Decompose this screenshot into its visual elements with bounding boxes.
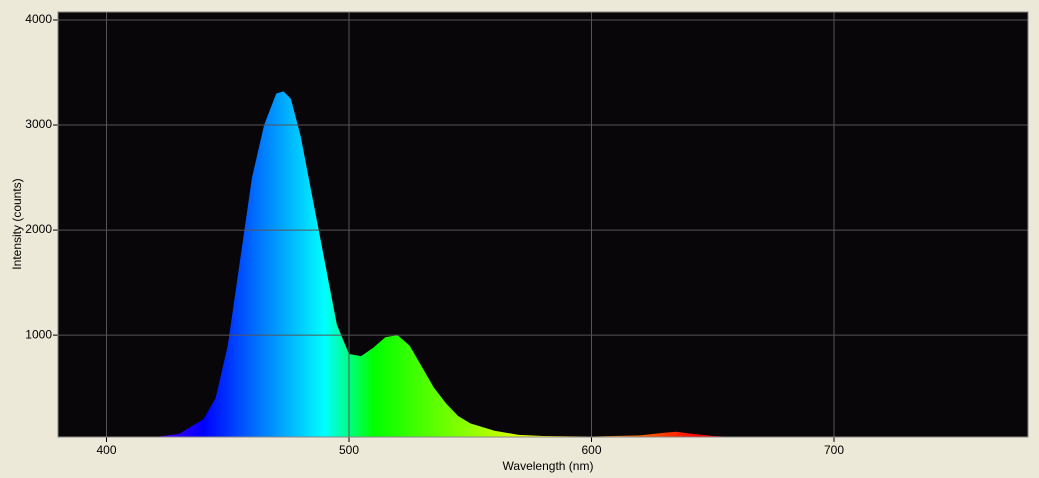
plot-area [58,12,1028,437]
y-tick-label: 1000 [25,327,52,341]
x-tick-label: 600 [581,443,601,457]
y-tick-label: 2000 [25,222,52,236]
x-tick-label: 700 [824,443,844,457]
y-tick-label: 3000 [25,117,52,131]
x-tick-label: 400 [96,443,116,457]
spectrum-area [155,91,834,437]
x-tick-label: 500 [339,443,359,457]
plot-frame [57,11,1029,438]
y-tick-label: 4000 [25,12,52,26]
x-axis-title: Wavelength (nm) [503,459,594,473]
y-axis-title: Intensity (counts) [10,178,24,269]
